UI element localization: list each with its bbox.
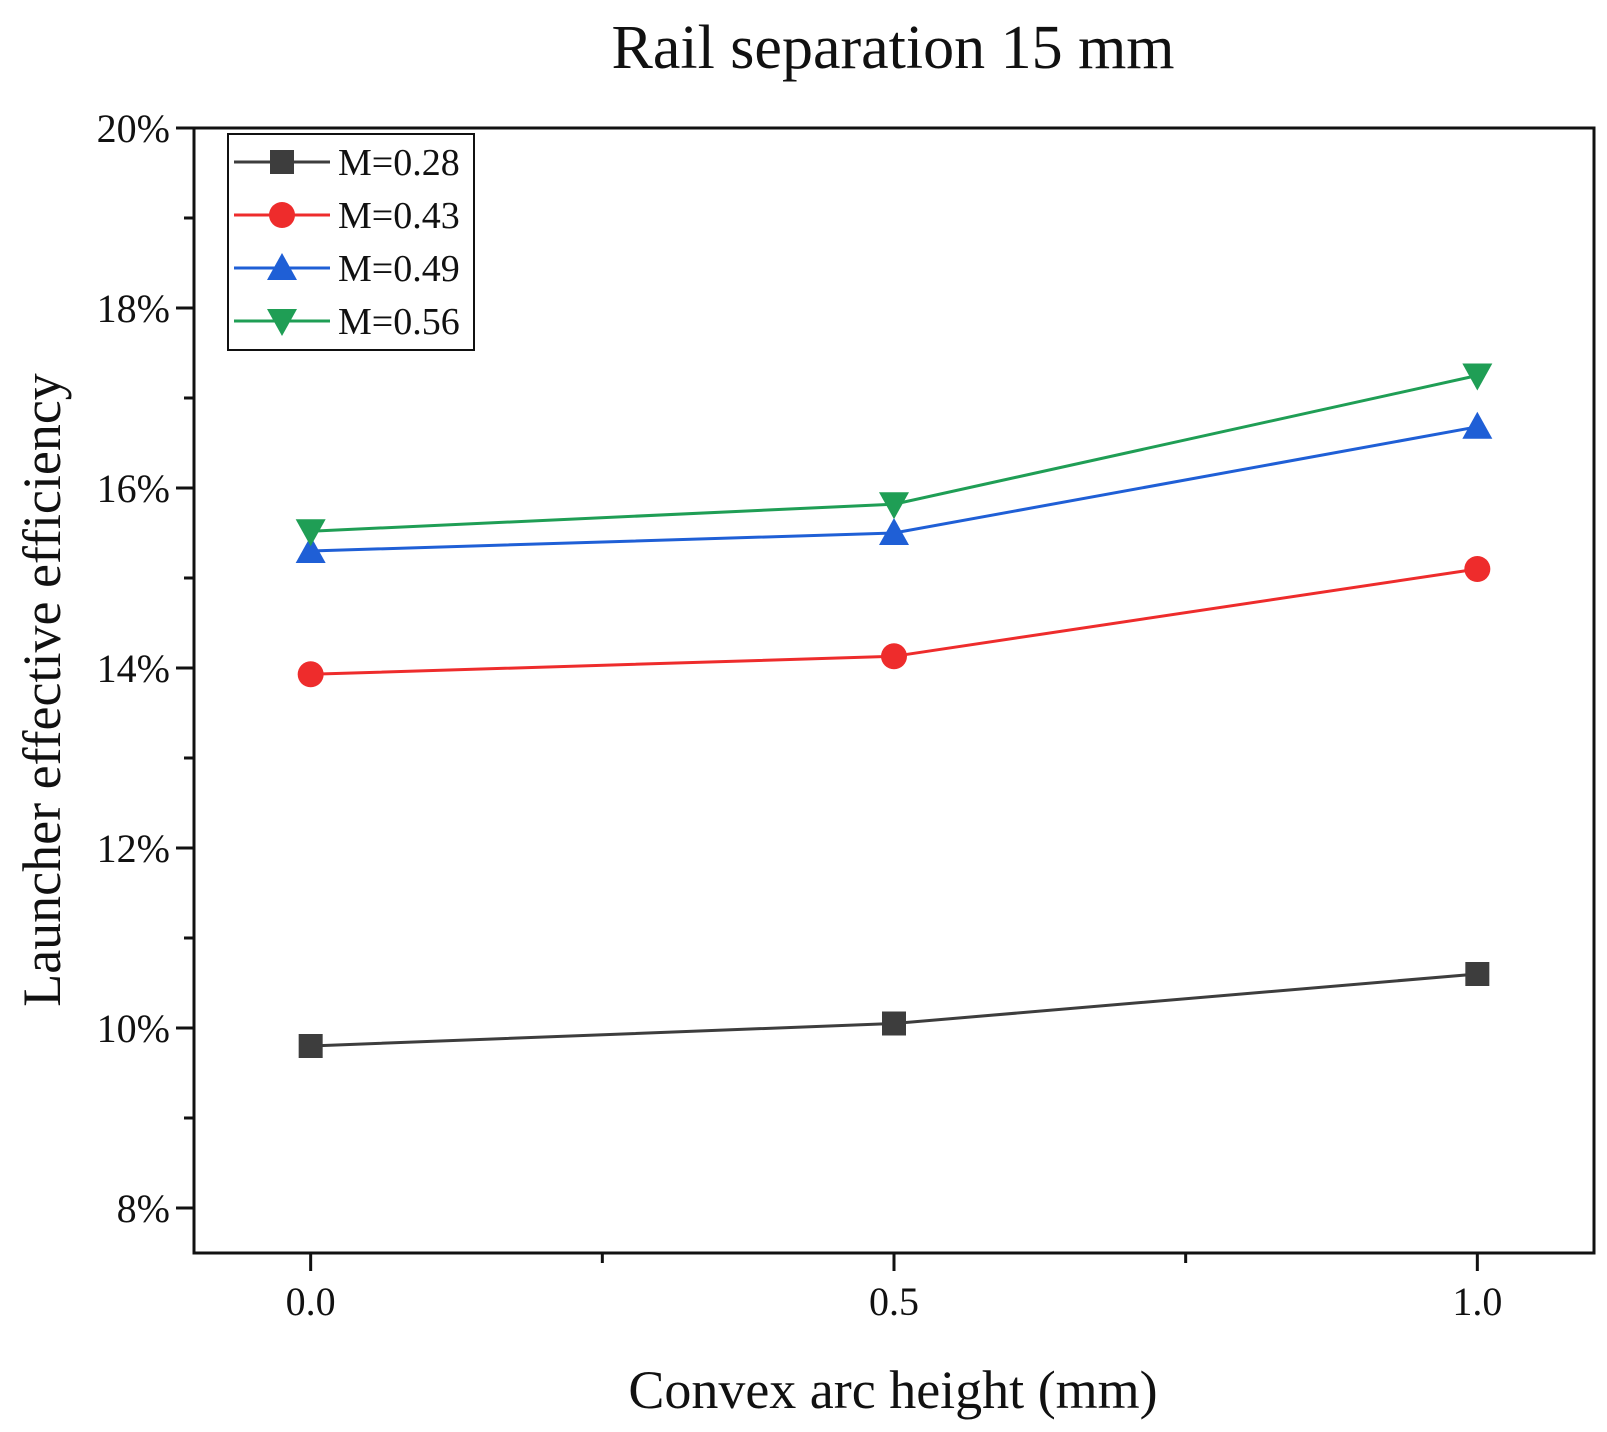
data-point	[879, 492, 909, 520]
data-point	[295, 536, 326, 563]
data-point	[1462, 411, 1493, 439]
x-tick-label: 0.0	[286, 1279, 336, 1324]
legend-item: M=0.43	[234, 195, 460, 237]
axis-ticks: 8% 10% 12% 14% 16% 18% 20% 0.0 0.5 1.0	[97, 106, 1503, 1324]
data-point	[297, 661, 324, 688]
x-tick-label: 1.0	[1452, 1279, 1502, 1324]
legend-item: M=0.28	[234, 142, 460, 184]
y-tick-label: 20%	[97, 106, 170, 151]
y-tick-label: 10%	[97, 1006, 170, 1051]
plot-series	[295, 363, 1493, 1058]
plot-area-frame	[192, 126, 1596, 1255]
legend-label: M=0.49	[338, 248, 460, 290]
data-point	[298, 1034, 323, 1058]
series-m-0-28	[298, 962, 1490, 1058]
data-point	[1462, 363, 1493, 391]
data-point	[1465, 962, 1490, 986]
legend-label: M=0.43	[338, 195, 460, 237]
y-tick-label: 8%	[117, 1186, 170, 1231]
y-tick-label: 16%	[97, 466, 170, 511]
data-point	[881, 643, 907, 670]
series-m-0-49	[295, 411, 1493, 563]
legend: M=0.28 M=0.43 M=0.49 M=0.56	[227, 133, 475, 351]
data-point	[882, 1011, 906, 1036]
y-tick-label: 12%	[97, 826, 170, 871]
y-tick-label: 14%	[97, 646, 170, 691]
x-tick-label: 0.5	[869, 1279, 919, 1324]
data-point	[1464, 556, 1491, 582]
legend-item: M=0.49	[234, 248, 460, 290]
legend-box	[227, 133, 475, 351]
legend-marker	[267, 309, 297, 336]
chart-title: Rail separation 15 mm	[611, 14, 1174, 82]
legend-marker	[269, 202, 295, 228]
series-m-0-43	[297, 556, 1491, 688]
legend-label: M=0.28	[338, 142, 460, 184]
series-m-0-56	[295, 363, 1493, 547]
data-point	[879, 518, 909, 545]
legend-label: M=0.56	[338, 301, 460, 343]
legend-item: M=0.56	[234, 301, 460, 343]
x-axis-label: Convex arc height (mm)	[628, 1360, 1157, 1420]
data-point	[295, 519, 326, 547]
y-tick-label: 18%	[97, 286, 170, 331]
legend-marker	[267, 253, 297, 280]
y-axis-label: Launcher effective efficiency	[12, 373, 72, 1007]
legend-marker	[270, 150, 294, 174]
